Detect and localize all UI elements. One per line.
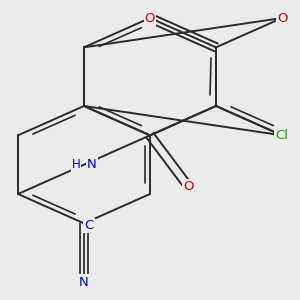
Text: H: H [72,158,80,171]
Text: O: O [145,11,155,25]
Text: Cl: Cl [275,129,289,142]
Text: N: N [87,158,97,171]
Text: N: N [79,275,89,289]
Text: O: O [277,11,287,25]
Text: O: O [183,180,194,193]
Text: C: C [84,219,94,232]
